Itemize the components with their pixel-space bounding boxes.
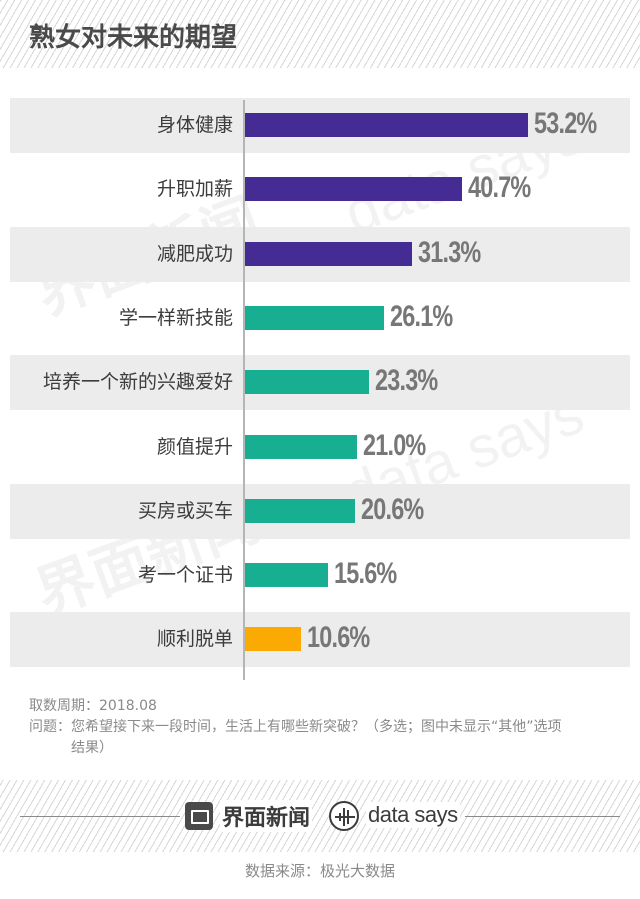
category-label: 培养一个新的兴趣爱好 [42, 371, 233, 394]
chart-notes: 取数周期：2018.08 问题： 您希望接下来一段时间，生活上有哪些新突破？（多… [29, 696, 571, 759]
chart-row: 考一个证书 15.6% [10, 548, 630, 603]
value-label: 53.2% [534, 107, 597, 140]
data-bar [245, 563, 328, 588]
header-banner: 熟女对未来的期望 [0, 0, 640, 68]
chart-row: 学一样新技能 26.1% [10, 291, 630, 346]
brand-jiemian: 界面新闻 [220, 800, 313, 832]
category-label: 顺利脱单 [156, 628, 233, 651]
survey-question: 问题： 您希望接下来一段时间，生活上有哪些新突破？（多选；图中未显示“其他”选项… [29, 719, 562, 756]
chart-row: 颜值提升 21.0% [10, 420, 630, 475]
data-bar [245, 241, 412, 266]
chart-row: 顺利脱单 10.6% [10, 612, 630, 668]
category-label: 减肥成功 [156, 242, 233, 265]
data-bar [245, 627, 302, 652]
value-label: 10.6% [307, 621, 370, 655]
divider-right [465, 816, 620, 817]
value-label: 40.7% [467, 171, 531, 205]
value-label: 26.1% [389, 299, 453, 333]
chart-row: 买房或买车 20.6% [10, 483, 630, 539]
data-bar [245, 305, 384, 330]
data-bar [245, 434, 357, 459]
bar-chart: 身体健康 53.2% 升职加薪 40.7% 减肥成功 31.3% 学一样新技能 26.1% 培养… [0, 98, 640, 668]
category-label: 颜值提升 [156, 435, 233, 458]
category-label: 学一样新技能 [118, 306, 233, 329]
chart-row: 身体健康 53.2% [10, 98, 630, 153]
category-label: 买房或买车 [137, 499, 233, 522]
datasays-logo-icon [329, 801, 359, 831]
value-label: 21.0% [362, 428, 426, 462]
value-label: 31.3% [417, 235, 481, 269]
value-label: 23.3% [374, 364, 438, 398]
value-label: 20.6% [360, 492, 424, 526]
value-label: 15.6% [333, 557, 397, 591]
category-label: 考一个证书 [137, 564, 233, 587]
footer-banner: 界面新闻 data says [0, 780, 640, 852]
jiemian-logo-icon [185, 802, 213, 830]
data-bar [245, 498, 355, 523]
data-bar [245, 113, 528, 137]
data-bar [245, 370, 369, 395]
chart-row: 减肥成功 31.3% [10, 226, 630, 282]
divider-left [20, 816, 180, 817]
category-label: 身体健康 [156, 114, 233, 136]
chart-row: 升职加薪 40.7% [10, 162, 630, 217]
data-period: 取数周期：2018.08 [29, 698, 157, 714]
brand-datasays: data says [366, 802, 460, 828]
chart-axis [243, 100, 245, 680]
data-source: 数据来源：极光大数据 [244, 862, 395, 880]
chart-title: 熟女对未来的期望 [29, 23, 238, 53]
chart-row: 培养一个新的兴趣爱好 23.3% [10, 355, 630, 411]
data-bar [245, 177, 462, 202]
category-label: 升职加薪 [156, 178, 233, 201]
